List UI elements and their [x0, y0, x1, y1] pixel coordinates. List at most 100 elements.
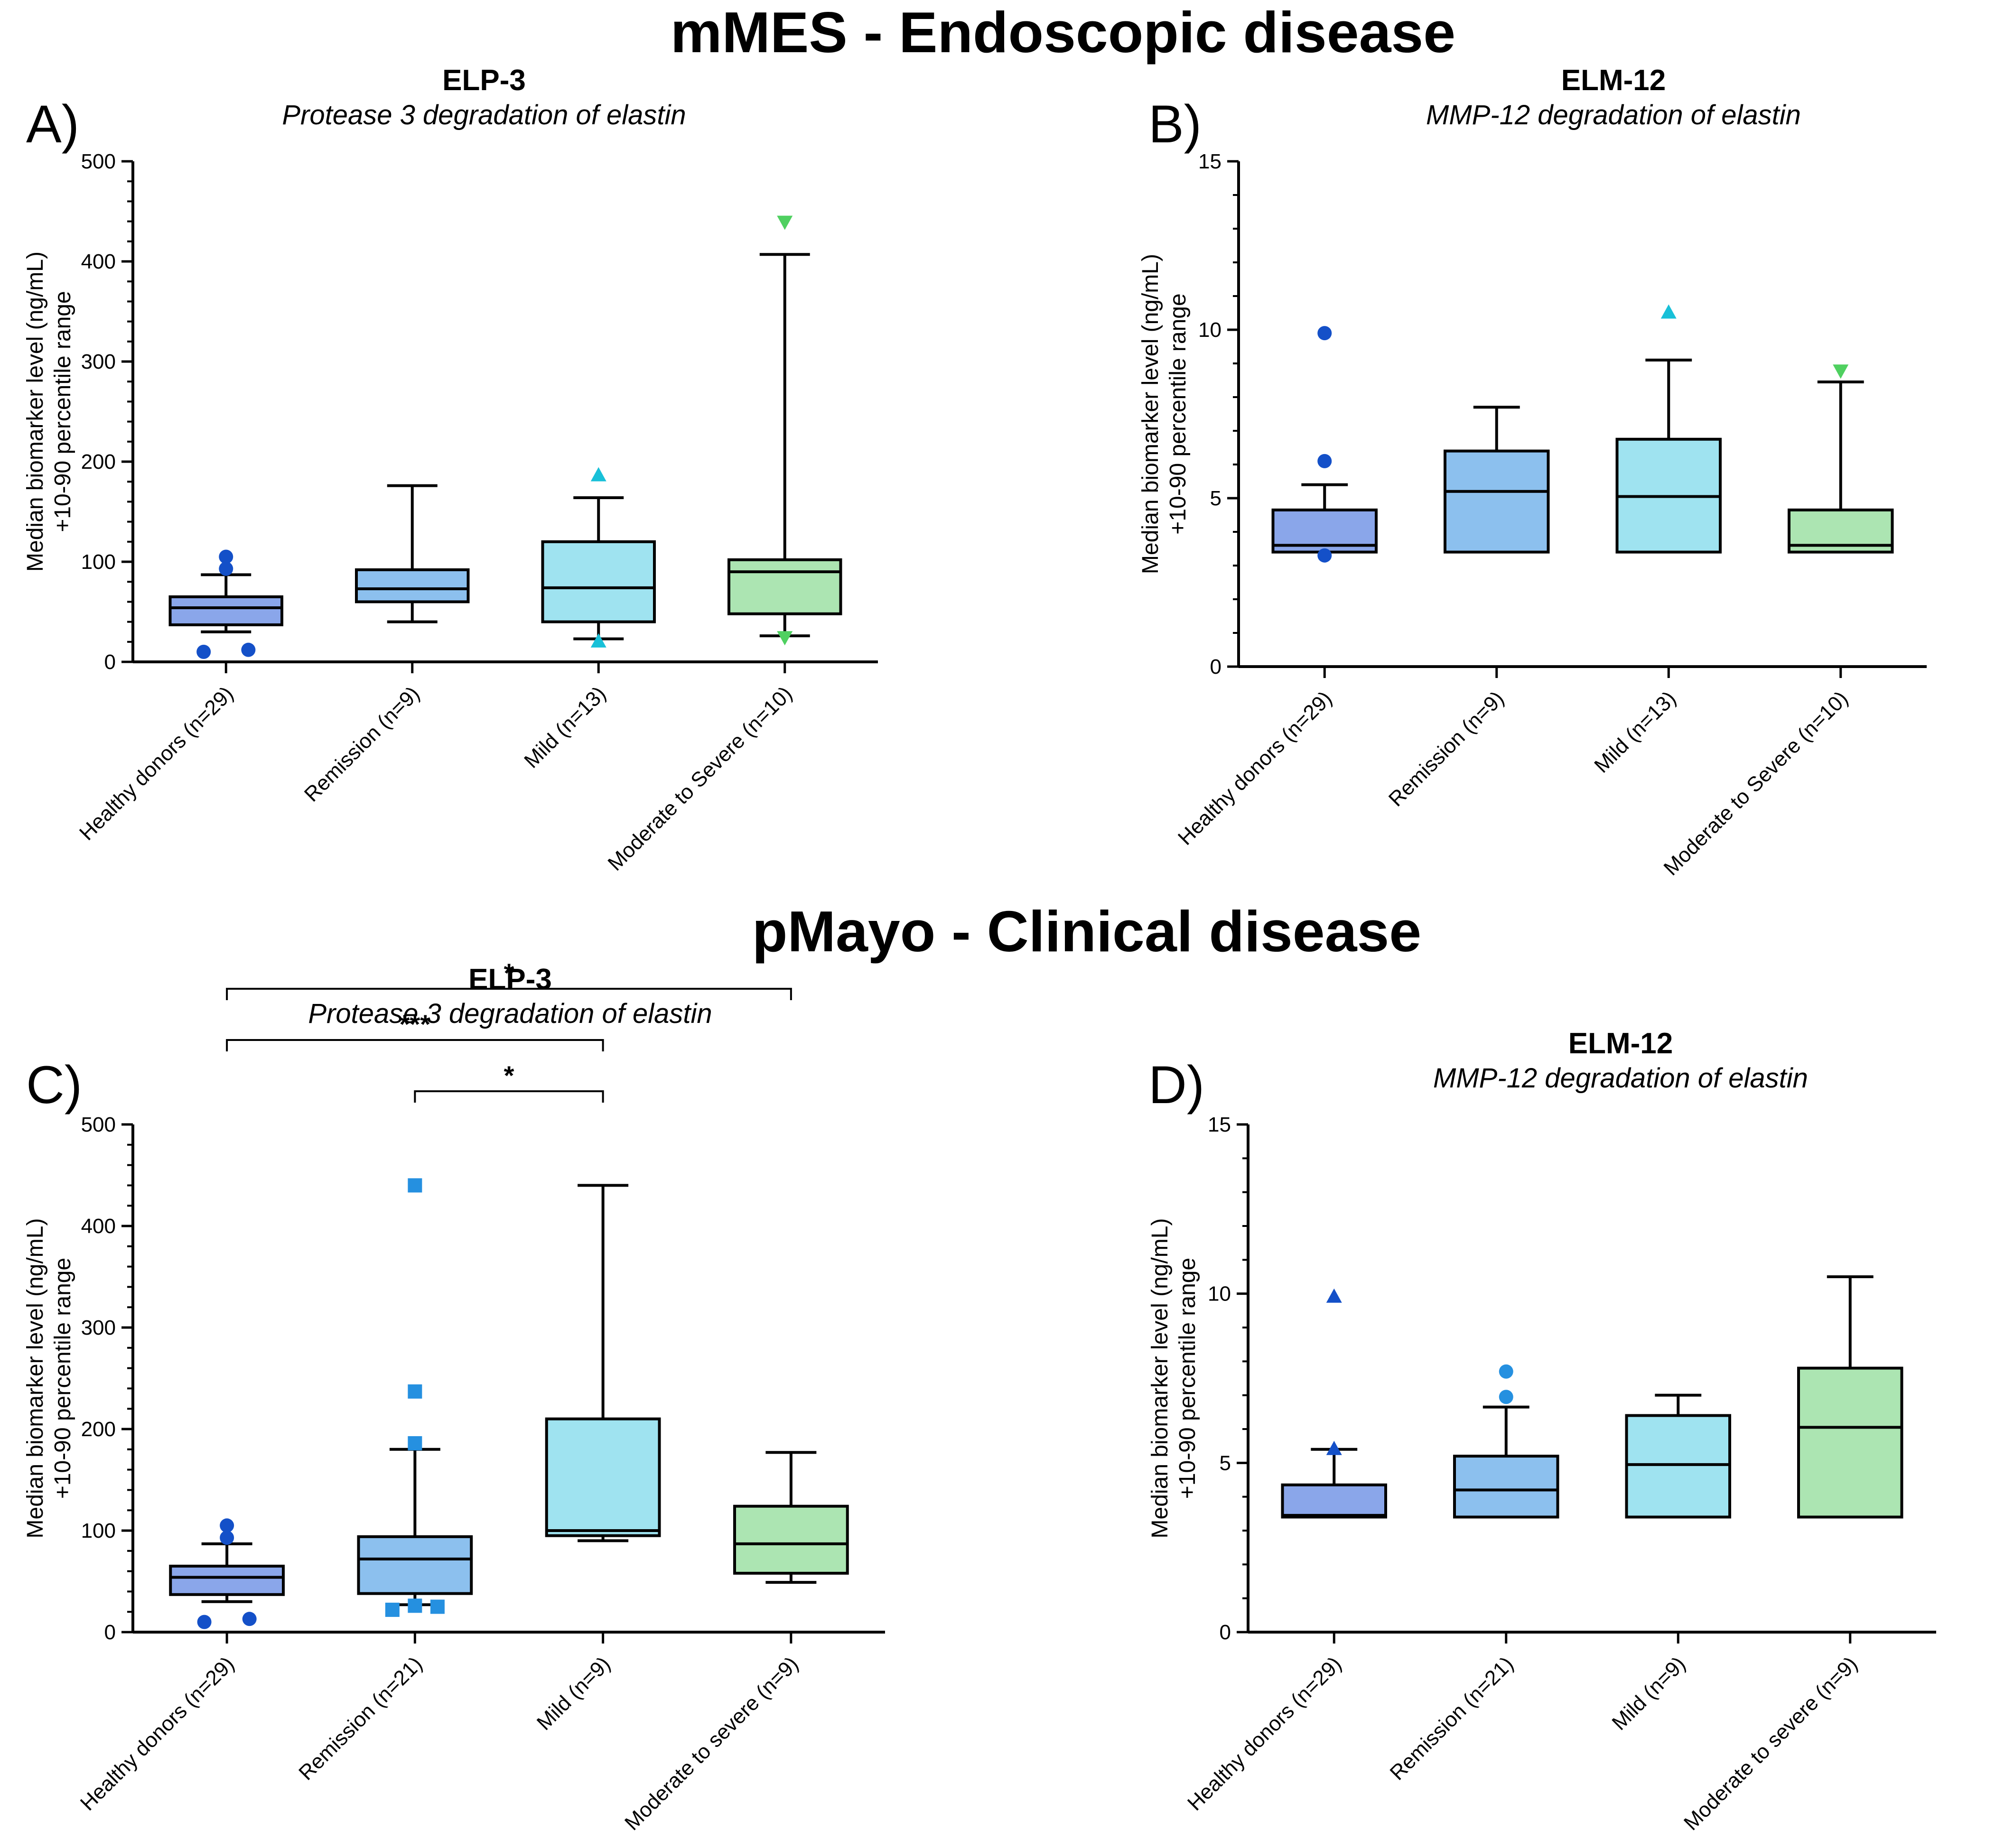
chart-title: ELM-12 — [1568, 1027, 1673, 1060]
outlier-point — [1499, 1390, 1513, 1404]
significance-label: *** — [400, 1009, 431, 1039]
x-category-label: Mild (n=13) — [1590, 687, 1680, 777]
box-iqr — [169, 1564, 285, 1596]
box-mild — [545, 1184, 661, 1542]
box-iqr — [357, 1535, 473, 1595]
y-tick-label: 500 — [81, 1113, 116, 1136]
outlier-point — [1833, 364, 1849, 379]
outlier-point — [241, 642, 256, 657]
outlier-point — [408, 1178, 422, 1193]
box-remission — [1453, 1364, 1559, 1519]
box-iqr — [1281, 1483, 1387, 1519]
y-axis-label: Median biomarker level (ng/mL) — [1147, 1218, 1173, 1539]
box-moderate-to-severe — [727, 215, 842, 646]
significance-label: * — [504, 958, 514, 988]
y-tick-label: 15 — [1208, 1113, 1231, 1136]
outlier-point — [408, 1436, 422, 1450]
outlier-point — [777, 631, 793, 646]
x-category-label: Moderate to severe (n=9) — [620, 1652, 803, 1835]
outlier-point — [1326, 1440, 1342, 1455]
y-tick-label: 10 — [1208, 1282, 1231, 1306]
section-title-endoscopic: mMES - Endoscopic disease — [671, 0, 1455, 65]
box-iqr — [733, 1504, 849, 1575]
box-healthy-donors — [1271, 326, 1378, 563]
y-tick-label: 200 — [81, 1418, 116, 1441]
box-mild — [541, 467, 656, 648]
x-category-label: Healthy donors (n=29) — [1183, 1652, 1346, 1815]
y-tick-label: 500 — [81, 150, 116, 173]
y-tick-label: 0 — [1210, 655, 1221, 678]
box-healthy-donors — [168, 549, 283, 659]
y-tick-label: 10 — [1198, 318, 1221, 342]
x-category-label: Mild (n=13) — [520, 682, 610, 772]
x-category-label: Healthy donors (n=29) — [1174, 687, 1336, 849]
y-tick-label: 0 — [1220, 1621, 1231, 1644]
box-iqr — [168, 595, 283, 626]
chart-title: ELM-12 — [1561, 64, 1666, 97]
box-remission — [355, 484, 470, 623]
y-axis-label: Median biomarker level (ng/mL) — [1138, 254, 1163, 574]
y-tick-label: 100 — [81, 1519, 116, 1542]
y-tick-label: 400 — [81, 250, 116, 273]
y-tick-label: 300 — [81, 1316, 116, 1339]
y-axis-label: +10-90 percentile range — [50, 1258, 75, 1499]
significance-bracket — [414, 1090, 604, 1103]
box-moderate-to-severe — [733, 1451, 849, 1584]
box-iqr — [1625, 1414, 1731, 1519]
y-tick-label: 200 — [81, 450, 116, 474]
significance-bracket — [226, 1039, 604, 1051]
box-iqr — [545, 1417, 661, 1537]
box-iqr — [355, 568, 470, 604]
panel-label: C) — [26, 1055, 82, 1114]
significance-bracket — [226, 988, 792, 1000]
outlier-point — [219, 561, 233, 576]
x-category-label: Moderate to severe (n=9) — [1679, 1652, 1862, 1835]
outlier-point — [430, 1599, 445, 1614]
x-category-label: Remission (n=9) — [300, 682, 424, 806]
outlier-point — [1317, 454, 1332, 468]
box-iqr — [541, 540, 656, 623]
x-category-label: Moderate to Severe (n=10) — [603, 682, 796, 875]
x-category-label: Remission (n=9) — [1384, 687, 1509, 811]
outlier-point — [1326, 1288, 1342, 1303]
box-iqr — [727, 558, 842, 615]
box-healthy-donors — [169, 1518, 285, 1629]
chart-title: ELP-3 — [468, 963, 552, 996]
panel-label: A) — [26, 94, 79, 154]
x-category-label: Remission (n=21) — [294, 1652, 427, 1784]
chart-subtitle: Protease 3 degradation of elastin — [308, 998, 712, 1029]
y-tick-label: 15 — [1198, 150, 1221, 173]
box-iqr — [1797, 1366, 1903, 1519]
box-remission — [1444, 406, 1550, 554]
chart-subtitle: Protease 3 degradation of elastin — [282, 100, 686, 130]
y-axis-label: Median biomarker level (ng/mL) — [23, 1218, 48, 1539]
box-remission — [357, 1178, 473, 1617]
section-title-clinical: pMayo - Clinical disease — [752, 899, 1421, 964]
outlier-point — [590, 467, 606, 482]
outlier-point — [777, 215, 793, 230]
chart-subtitle: MMP-12 degradation of elastin — [1433, 1063, 1808, 1094]
outlier-point — [385, 1602, 400, 1617]
y-tick-label: 100 — [81, 550, 116, 574]
x-category-label: Healthy donors (n=29) — [75, 682, 238, 845]
y-tick-label: 5 — [1220, 1451, 1231, 1475]
y-axis-label: Median biomarker level (ng/mL) — [23, 251, 48, 572]
box-iqr — [1444, 449, 1550, 554]
outlier-point — [1499, 1364, 1513, 1379]
outlier-point — [220, 1530, 234, 1545]
outlier-point — [220, 1518, 234, 1533]
y-axis-label: +10-90 percentile range — [50, 291, 75, 532]
x-category-label: Mild (n=9) — [1607, 1652, 1690, 1735]
y-axis-label: +10-90 percentile range — [1166, 293, 1191, 534]
significance-label: * — [504, 1060, 514, 1090]
box-mild — [1625, 1393, 1731, 1519]
y-tick-label: 0 — [104, 650, 116, 674]
box-moderate-to-severe — [1788, 364, 1894, 554]
box-mild — [1615, 304, 1722, 554]
chart-title: ELP-3 — [442, 64, 526, 97]
box-healthy-donors — [1281, 1288, 1387, 1519]
